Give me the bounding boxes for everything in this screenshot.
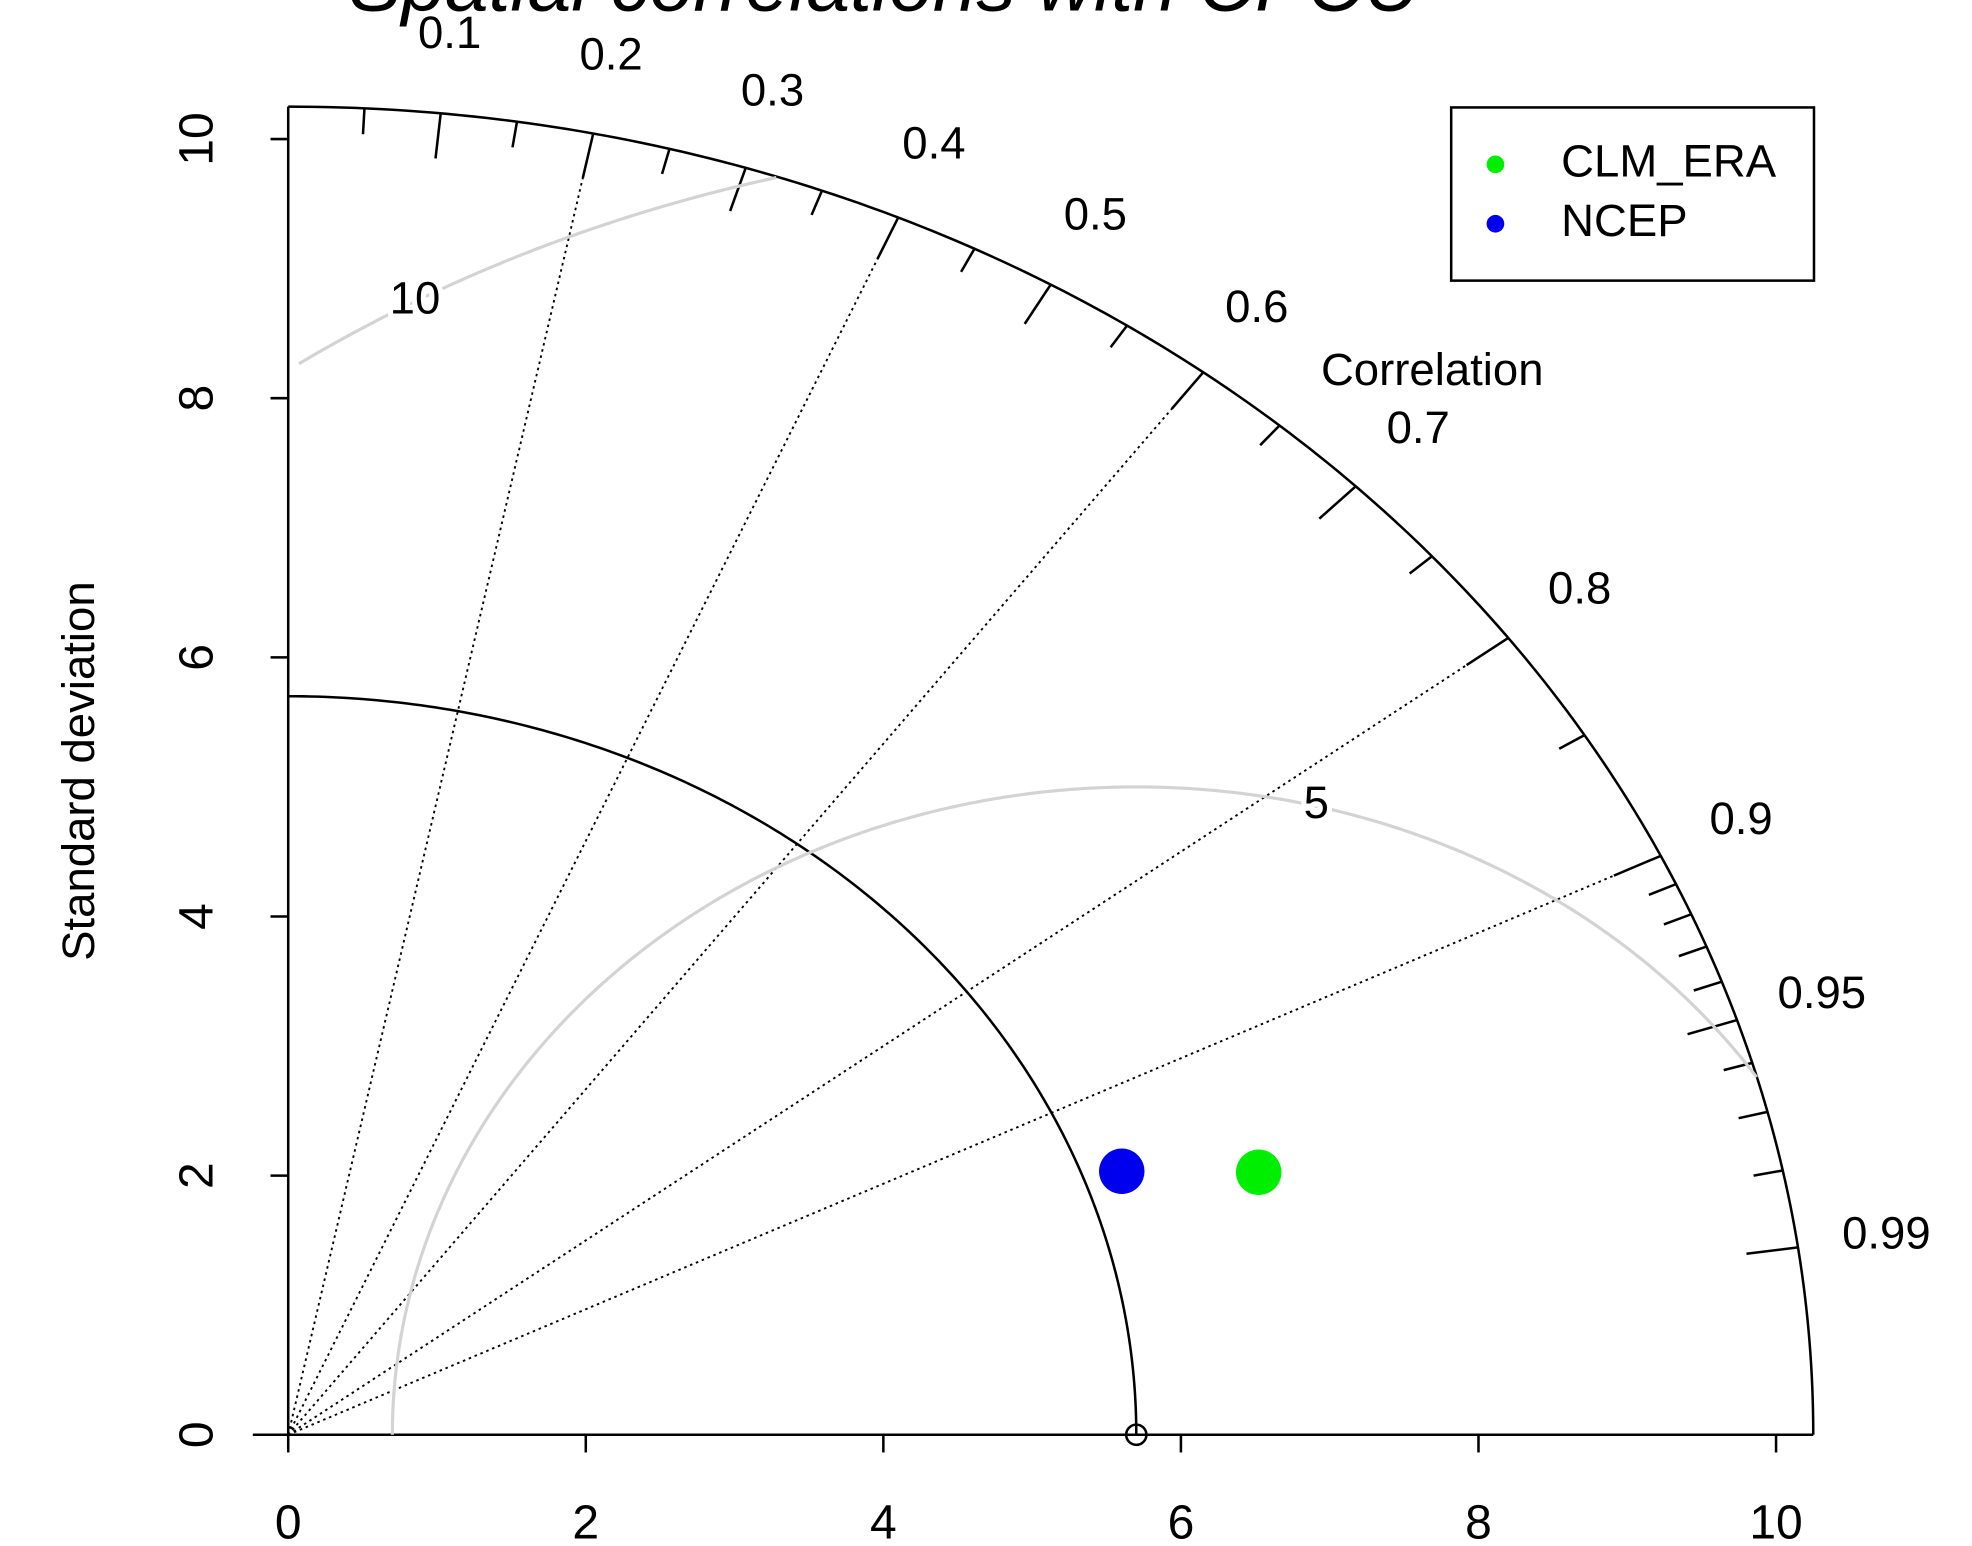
data-point xyxy=(1235,1149,1282,1196)
correlation-minor-tick xyxy=(1259,424,1281,447)
correlation-tick xyxy=(1465,636,1509,667)
correlation-tick-label: 0.7 xyxy=(1387,402,1450,453)
correlation-minor-tick xyxy=(960,248,976,273)
correlation-tick-label: 0.1 xyxy=(418,7,481,58)
correlation-label: Correlation xyxy=(1321,344,1544,395)
y-tick-label: 4 xyxy=(170,903,223,930)
correlation-tick-label: 0.9 xyxy=(1709,793,1772,844)
correlation-tick xyxy=(581,133,595,179)
correlation-minor-tick xyxy=(1678,945,1707,958)
rms-contour xyxy=(390,785,1758,1435)
correlation-tick xyxy=(434,113,442,159)
correlation-line xyxy=(287,217,900,1436)
correlation-line xyxy=(287,371,1204,1436)
correlation-minor-tick xyxy=(511,121,519,148)
correlation-minor-tick xyxy=(1663,913,1692,926)
correlation-tick xyxy=(1171,371,1205,410)
correlation-minor-tick xyxy=(361,108,366,135)
reference-point xyxy=(1124,1423,1148,1447)
correlation-tick xyxy=(876,216,900,260)
correlation-minor-tick xyxy=(810,190,824,216)
correlation-minor-tick xyxy=(1558,734,1586,750)
correlation-tick xyxy=(1687,1018,1738,1036)
reference-arc xyxy=(288,694,1138,1435)
correlation-minor-tick xyxy=(1738,1110,1768,1120)
data-point xyxy=(1099,1148,1145,1195)
correlation-tick-label: 0.4 xyxy=(902,117,965,168)
x-tick-label: 8 xyxy=(1465,1496,1492,1546)
correlation-line xyxy=(287,133,595,1435)
correlation-tick-label: 0.3 xyxy=(741,65,804,116)
correlation-minor-tick xyxy=(1648,882,1677,897)
correlation-tick xyxy=(1746,1246,1799,1256)
correlation-minor-tick xyxy=(1109,324,1128,348)
correlation-minor-tick xyxy=(1693,980,1723,992)
correlation-tick-label: 0.6 xyxy=(1225,281,1288,332)
outer-arc xyxy=(288,105,1815,1435)
x-tick-label: 4 xyxy=(870,1496,897,1546)
correlation-tick xyxy=(1613,854,1662,877)
y-tick-label: 2 xyxy=(170,1162,223,1189)
x-tick-label: 6 xyxy=(1168,1496,1195,1546)
legend-label: CLM_ERA xyxy=(1561,135,1777,186)
y-tick-label: 10 xyxy=(170,112,223,165)
correlation-tick xyxy=(1318,485,1357,520)
legend-marker xyxy=(1486,214,1505,233)
correlation-tick-label: 0.99 xyxy=(1842,1207,1931,1258)
x-tick-label: 0 xyxy=(275,1496,302,1546)
correlation-tick-label: 0.95 xyxy=(1778,967,1867,1018)
x-tick-label: 10 xyxy=(1749,1496,1802,1546)
y-tick-label: 8 xyxy=(170,385,223,412)
correlation-tick-label: 0.2 xyxy=(579,28,642,79)
rms-contour-label: 10 xyxy=(390,273,441,324)
rms-contour-label: 5 xyxy=(1304,777,1329,828)
correlation-line xyxy=(287,637,1509,1436)
correlation-minor-tick xyxy=(1753,1169,1783,1177)
x-tick-label: 2 xyxy=(572,1496,599,1546)
correlation-tick xyxy=(728,167,747,212)
correlation-minor-tick xyxy=(1408,555,1433,575)
y-tick-label: 6 xyxy=(170,644,223,671)
legend-box xyxy=(1449,106,1816,282)
correlation-tick-label: 0.8 xyxy=(1548,562,1611,613)
rms-contour xyxy=(298,175,777,366)
legend-label: NCEP xyxy=(1561,195,1687,246)
y-axis-label: Standard deviation xyxy=(53,581,104,960)
correlation-tick-label: 0.5 xyxy=(1064,188,1127,239)
correlation-line xyxy=(287,854,1662,1436)
chart-title: Spatial correlations with CPCU xyxy=(349,0,1421,28)
correlation-minor-tick xyxy=(660,148,671,175)
legend-marker xyxy=(1486,155,1505,174)
y-tick-label: 0 xyxy=(170,1421,223,1448)
correlation-tick xyxy=(1023,283,1052,325)
